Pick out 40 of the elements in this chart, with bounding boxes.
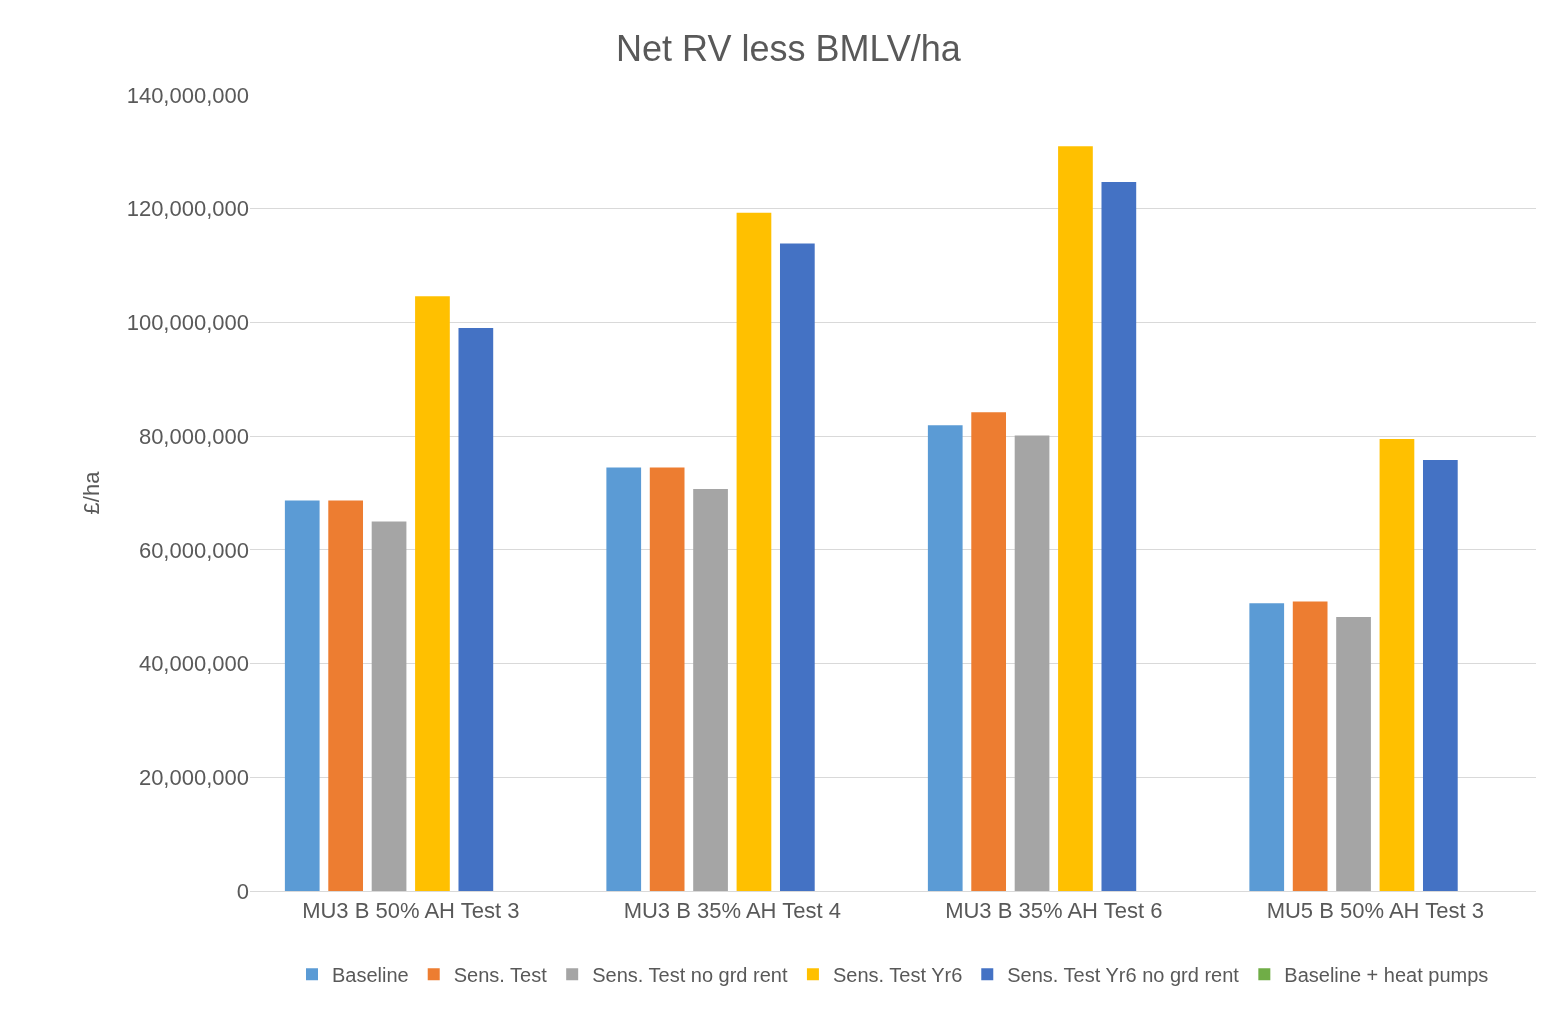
bar	[927, 425, 963, 891]
y-tick-label: 20,000,000	[138, 764, 249, 790]
bar	[284, 500, 320, 891]
y-tick-label: 100,000,000	[126, 310, 249, 336]
y-tick-label: 140,000,000	[126, 82, 249, 108]
bar	[693, 489, 728, 891]
legend-label: Baseline	[332, 963, 409, 986]
bar	[1422, 460, 1458, 891]
bar	[1292, 601, 1328, 891]
bar	[971, 412, 1007, 891]
bar	[1058, 146, 1093, 891]
x-tick-label: MU3 B 50% AH Test 3	[302, 898, 520, 924]
bar	[736, 212, 772, 891]
bar	[779, 243, 815, 891]
x-tick-label: MU5 B 50% AH Test 3	[1266, 898, 1484, 924]
chart-title: Net RV less BMLV/ha	[616, 27, 962, 69]
legend-label: Sens. Test	[453, 963, 548, 986]
bar	[458, 328, 494, 891]
legend-label: Sens. Test no grd rent	[592, 963, 788, 986]
y-tick-label: 0	[236, 878, 249, 904]
legend-label: Sens. Test Yr6	[832, 963, 963, 986]
legend-label: Sens. Test Yr6 no grd rent	[1007, 963, 1240, 986]
y-tick-label: 60,000,000	[138, 537, 249, 563]
y-tick-label: 120,000,000	[126, 196, 249, 222]
bar	[1249, 603, 1285, 891]
bar	[328, 500, 364, 891]
y-tick-label: 80,000,000	[138, 423, 249, 449]
x-tick-label: MU3 B 35% AH Test 4	[623, 898, 841, 924]
bar	[649, 467, 685, 891]
bar	[1014, 435, 1050, 891]
y-axis-title: £/ha	[79, 470, 105, 515]
bar	[606, 467, 642, 891]
legend-label: Baseline + heat pumps	[1284, 963, 1489, 986]
bar	[1336, 616, 1371, 891]
bar	[371, 521, 407, 891]
y-tick-label: 40,000,000	[138, 651, 249, 677]
bar	[1101, 181, 1137, 891]
bar	[415, 296, 450, 891]
x-tick-label: MU3 B 35% AH Test 6	[945, 898, 1163, 924]
bar	[1379, 438, 1415, 891]
